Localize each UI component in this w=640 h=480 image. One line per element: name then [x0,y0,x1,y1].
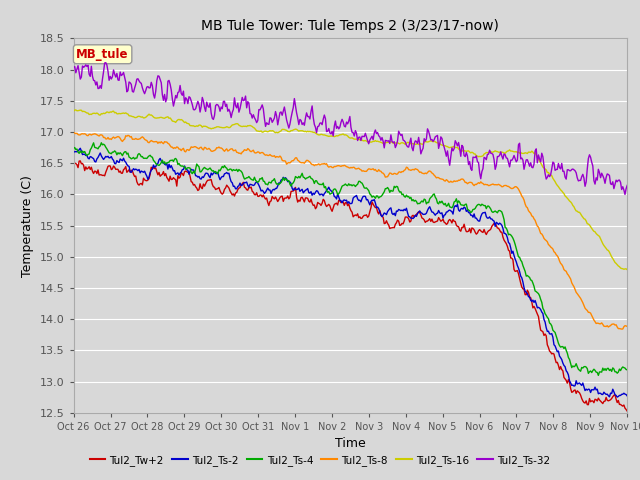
X-axis label: Time: Time [335,437,366,450]
Y-axis label: Temperature (C): Temperature (C) [21,175,35,276]
Legend: Tul2_Tw+2, Tul2_Ts-2, Tul2_Ts-4, Tul2_Ts-8, Tul2_Ts-16, Tul2_Ts-32: Tul2_Tw+2, Tul2_Ts-2, Tul2_Ts-4, Tul2_Ts… [86,451,554,470]
Title: MB Tule Tower: Tule Temps 2 (3/23/17-now): MB Tule Tower: Tule Temps 2 (3/23/17-now… [202,19,499,33]
Text: MB_tule: MB_tule [76,48,129,61]
